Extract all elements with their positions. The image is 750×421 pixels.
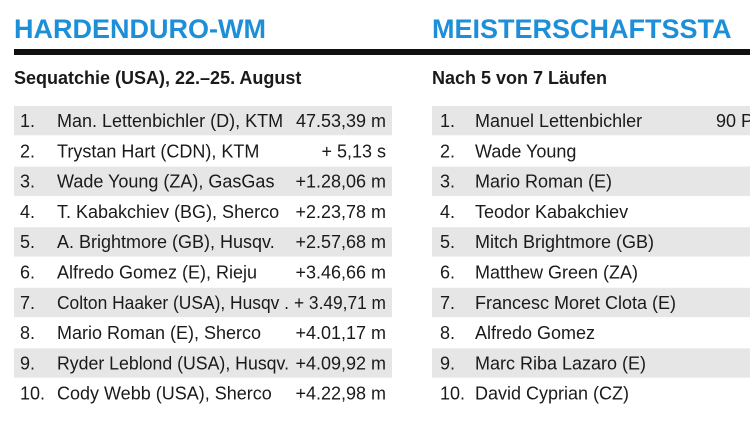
rank: 3. bbox=[440, 172, 455, 192]
rank: 7. bbox=[440, 293, 455, 313]
row-background bbox=[432, 287, 750, 318]
rank: 8. bbox=[440, 323, 455, 343]
rank: 9. bbox=[440, 353, 455, 373]
rider: A. Brightmore (GB), Husqv. bbox=[57, 232, 275, 252]
row-background bbox=[14, 106, 392, 136]
rider: Colton Haaker (USA), Husqv . bbox=[57, 293, 289, 313]
rider: Wade Young bbox=[475, 141, 576, 161]
rider: Mario Roman (E) bbox=[475, 172, 612, 192]
result: +4.22,98 m bbox=[295, 384, 386, 404]
rank: 10. bbox=[440, 384, 465, 404]
rider: David Cyprian (CZ) bbox=[475, 384, 629, 404]
row-background bbox=[432, 227, 750, 257]
result: +3.46,66 m bbox=[295, 263, 386, 283]
rank: 4. bbox=[440, 202, 455, 222]
rider: Man. Lettenbichler (D), KTM bbox=[57, 111, 283, 131]
left-subtitle: Sequatchie (USA), 22.–25. August bbox=[14, 68, 301, 88]
result: +4.09,92 m bbox=[295, 353, 386, 373]
rider: Marc Riba Lazaro (E) bbox=[475, 353, 646, 373]
rider: Trystan Hart (CDN), KTM bbox=[57, 141, 259, 161]
rider: Alfredo Gomez bbox=[475, 323, 595, 343]
result: 90 P bbox=[716, 111, 750, 131]
right-title: MEISTERSCHAFTSSTA bbox=[432, 14, 732, 44]
result: + 5,13 s bbox=[321, 141, 386, 161]
rider: Mitch Brightmore (GB) bbox=[475, 232, 654, 252]
rank: 1. bbox=[440, 111, 455, 131]
row-background bbox=[14, 348, 392, 378]
row-background bbox=[432, 348, 750, 378]
row-background bbox=[14, 227, 392, 257]
result: +2.23,78 m bbox=[295, 202, 386, 222]
rider: Cody Webb (USA), Sherco bbox=[57, 384, 272, 404]
rank: 3. bbox=[20, 172, 35, 192]
rider: Wade Young (ZA), GasGas bbox=[57, 172, 274, 192]
rider: Francesc Moret Clota (E) bbox=[475, 293, 676, 313]
title-rule bbox=[14, 49, 750, 55]
rider: T. Kabakchiev (BG), Sherco bbox=[57, 202, 279, 222]
result: +4.01,17 m bbox=[295, 323, 386, 343]
rank: 4. bbox=[20, 202, 35, 222]
rider: Alfredo Gomez (E), Rieju bbox=[57, 263, 257, 283]
rank: 6. bbox=[440, 263, 455, 283]
row-background bbox=[14, 287, 392, 318]
result: +1.28,06 m bbox=[295, 172, 386, 192]
rider: Mario Roman (E), Sherco bbox=[57, 323, 261, 343]
rank: 8. bbox=[20, 323, 35, 343]
rank: 5. bbox=[440, 232, 455, 252]
left-title: HARDENDURO-WM bbox=[14, 14, 266, 44]
result: +2.57,68 m bbox=[295, 232, 386, 252]
row-background bbox=[432, 106, 750, 136]
rank: 9. bbox=[20, 353, 35, 373]
rider: Ryder Leblond (USA), Husqv. bbox=[57, 353, 289, 373]
rank: 5. bbox=[20, 232, 35, 252]
rank: 1. bbox=[20, 111, 35, 131]
row-background bbox=[14, 166, 392, 196]
rank: 2. bbox=[440, 141, 455, 161]
rank: 10. bbox=[20, 384, 45, 404]
rank: 6. bbox=[20, 263, 35, 283]
rank: 7. bbox=[20, 293, 35, 313]
result: 47.53,39 m bbox=[296, 111, 386, 131]
rider: Teodor Kabakchiev bbox=[475, 202, 628, 222]
rider: Matthew Green (ZA) bbox=[475, 263, 638, 283]
row-background bbox=[432, 166, 750, 196]
rider: Manuel Lettenbichler bbox=[475, 111, 642, 131]
rank: 2. bbox=[20, 141, 35, 161]
result: + 3.49,71 m bbox=[294, 293, 386, 313]
right-subtitle: Nach 5 von 7 Läufen bbox=[432, 68, 607, 88]
